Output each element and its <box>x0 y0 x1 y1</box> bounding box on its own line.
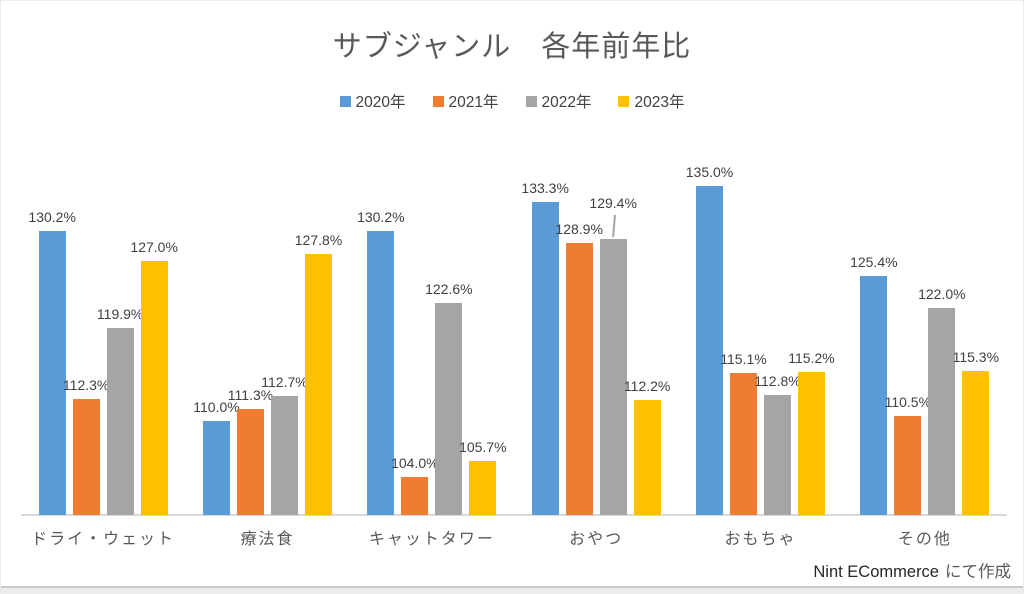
bar-2022年-おもちゃ <box>764 394 791 515</box>
legend-item-2020年: 2020年 <box>339 90 406 112</box>
bar-2023年-その他 <box>962 371 990 515</box>
bar-label: 122.0% <box>918 286 966 303</box>
category-label-ドライ・ウェット: ドライ・ウェット <box>31 531 176 548</box>
legend-swatch-icon <box>525 95 537 107</box>
legend-label: 2023年 <box>634 94 685 111</box>
bar-label: 127.8% <box>294 231 343 248</box>
bar-2020年-その他 <box>860 276 888 515</box>
chart-title: サブジャンル 各年前年比 <box>332 31 692 63</box>
category-label-療法食: 療法食 <box>240 531 295 548</box>
bar-label: 130.2% <box>28 209 76 226</box>
bar-label: 122.6% <box>425 280 473 297</box>
bar-label: 115.3% <box>952 349 1000 366</box>
legend-label: 2020年 <box>355 94 406 111</box>
legend-swatch-icon <box>618 95 630 107</box>
bar-label: 112.3% <box>62 377 110 394</box>
footer-credit: Nint ECommerce にて作成 <box>813 558 1011 582</box>
category-label-おやつ: おやつ <box>569 531 624 548</box>
bar-2022年-療法食 <box>271 395 298 515</box>
legend-label: 2022年 <box>541 94 592 111</box>
bar-label: 127.0% <box>130 239 178 256</box>
bar-2020年-おもちゃ <box>696 186 723 515</box>
bar-label: 125.4% <box>850 254 898 271</box>
category-label-おもちゃ: おもちゃ <box>724 531 797 548</box>
bar-2020年-ドライ・ウェット <box>38 231 66 515</box>
legend-item-2023年: 2023年 <box>618 90 684 112</box>
credit-tool-name: Nint ECommerce <box>813 563 939 581</box>
bar-label: 135.0% <box>685 164 734 180</box>
bar-label: 110.5% <box>884 394 932 411</box>
bar-2021年-おもちゃ <box>730 373 757 515</box>
bar-label: 119.9% <box>96 305 144 322</box>
legend-swatch-icon <box>432 95 444 107</box>
legend-item-2022年: 2022年 <box>525 90 592 112</box>
bar-label: 105.7% <box>459 439 507 456</box>
bar-label: 104.0% <box>391 455 439 472</box>
bar-2021年-療法食 <box>237 408 264 515</box>
bar-label: 115.2% <box>788 350 835 367</box>
legend-item-2021年: 2021年 <box>432 90 499 112</box>
credit-suffix: にて作成 <box>945 563 1011 581</box>
bar-label: 115.1% <box>720 351 767 368</box>
bottom-edge-strip <box>1 586 1023 593</box>
category-label-その他: その他 <box>897 531 952 548</box>
bar-2023年-ドライ・ウェット <box>140 261 168 515</box>
x-axis-line <box>21 514 1007 516</box>
legend-label: 2021年 <box>448 94 499 111</box>
bar-2023年-おやつ <box>633 400 661 515</box>
bar-2021年-キャットタワー <box>401 477 429 515</box>
bar-2020年-療法食 <box>203 421 230 515</box>
bar-2022年-おやつ <box>599 238 627 515</box>
bar-2022年-その他 <box>928 308 956 515</box>
bar-2023年-おもちゃ <box>798 372 825 515</box>
bar-2020年-おやつ <box>531 201 559 515</box>
bar-2020年-キャットタワー <box>367 231 395 515</box>
bar-2022年-キャットタワー <box>435 302 463 515</box>
bar-2021年-ドライ・ウェット <box>72 399 100 515</box>
bar-2023年-キャットタワー <box>469 461 497 515</box>
bar-label: 133.3% <box>521 179 569 196</box>
bar-2023年-療法食 <box>305 253 332 515</box>
bar-label: 130.2% <box>357 209 405 226</box>
bar-2021年-おやつ <box>565 243 593 515</box>
bar-2022年-ドライ・ウェット <box>106 327 134 515</box>
legend: 2020年 2021年 2022年 2023年 <box>1 90 1023 112</box>
bar-2021年-その他 <box>894 416 922 515</box>
bar-label: 110.0% <box>193 399 240 415</box>
bar-label: 128.9% <box>555 221 603 238</box>
bar-label: 111.3% <box>227 386 274 403</box>
bar-label: 112.8% <box>754 372 801 389</box>
bar-label: 112.2% <box>623 378 671 395</box>
bar-label: 112.7% <box>261 373 308 390</box>
bar-label: 129.4% <box>589 194 637 211</box>
category-label-キャットタワー: キャットタワー <box>368 531 495 548</box>
legend-swatch-icon <box>339 95 351 107</box>
